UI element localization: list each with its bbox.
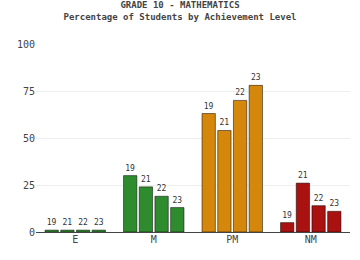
svg-text:22: 22 (314, 194, 324, 203)
svg-text:23: 23 (94, 218, 104, 227)
svg-text:22: 22 (78, 218, 88, 227)
svg-text:23: 23 (172, 196, 182, 205)
svg-text:21: 21 (141, 175, 151, 184)
svg-text:23: 23 (329, 199, 339, 208)
svg-text:22: 22 (157, 184, 167, 193)
svg-text:50: 50 (23, 133, 35, 144)
svg-text:M: M (151, 234, 157, 245)
svg-text:21: 21 (298, 171, 308, 180)
svg-text:0: 0 (29, 227, 35, 238)
svg-text:GRADE 10 - MATHEMATICSPercenta: GRADE 10 - MATHEMATICSPercentage of Stud… (64, 0, 297, 22)
svg-text:75: 75 (23, 86, 35, 97)
svg-text:23: 23 (251, 73, 261, 82)
svg-text:100: 100 (17, 39, 35, 50)
svg-text:NM: NM (305, 234, 317, 245)
svg-text:19: 19 (282, 211, 292, 220)
svg-text:PM: PM (226, 234, 238, 245)
svg-text:19: 19 (125, 164, 135, 173)
svg-text:22: 22 (235, 88, 245, 97)
svg-text:19: 19 (47, 218, 57, 227)
svg-text:19: 19 (204, 102, 214, 111)
svg-text:21: 21 (219, 118, 229, 127)
svg-text:E: E (72, 234, 78, 245)
svg-text:25: 25 (23, 180, 35, 191)
svg-text:21: 21 (62, 218, 72, 227)
